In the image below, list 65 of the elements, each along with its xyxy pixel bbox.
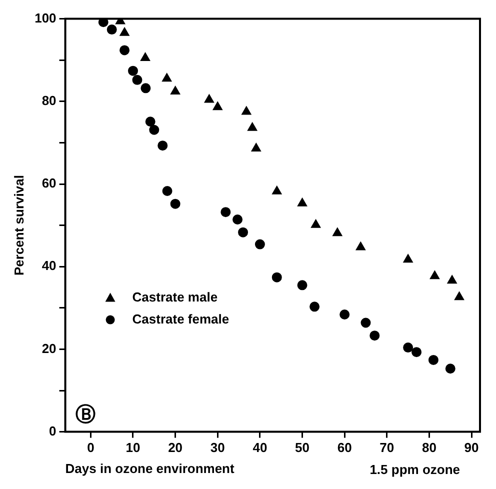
y-axis-title: Percent survival [11,175,26,276]
y-tick-label: 100 [34,10,56,26]
point [158,140,168,151]
point [272,186,282,194]
x-tick-label: 0 [87,440,94,456]
point [162,186,172,196]
legend-label: Castrate male [132,289,218,304]
point [403,254,413,263]
point [332,228,342,236]
point [445,364,456,374]
y-tick-label: 40 [42,258,56,274]
point [360,318,371,328]
point [120,27,130,36]
point [149,124,160,135]
point [170,86,180,94]
point [428,354,438,365]
point [356,242,366,250]
point [430,270,440,280]
point [170,198,180,209]
point [454,292,464,300]
point [254,239,265,250]
x-tick-label: 10 [126,440,140,456]
point [145,116,156,127]
x-tick-label: 50 [295,440,310,456]
y-tick-label: 0 [49,423,56,438]
point [204,94,214,103]
point [220,207,231,218]
point [403,342,414,353]
x-axis-title: Days in ozone environment [65,460,235,476]
point [238,227,248,238]
point [297,198,308,206]
x-tick-label: 70 [380,440,394,456]
annotation: Ⓑ [75,402,96,426]
x-tick-label: 40 [252,440,268,456]
legend-label: Castrate female [132,311,230,326]
point [370,330,380,341]
point [310,219,321,228]
point [98,18,108,28]
point [272,272,282,282]
point [132,74,142,85]
x-tick-label: 30 [210,440,225,456]
y-tick-label: 60 [42,176,56,191]
point [212,102,222,110]
point [162,73,172,82]
point [232,214,243,225]
point [251,142,261,152]
y-tick-label: 80 [42,92,56,108]
y-tick-label: 20 [42,340,56,356]
point [297,280,308,290]
point [140,83,151,94]
x-tick-label: 60 [337,440,352,456]
point [140,52,150,62]
point [340,310,350,320]
point [310,302,320,312]
point [248,122,258,131]
x-tick-label: 80 [422,440,436,456]
point [242,106,252,115]
point [120,45,130,56]
point [128,66,138,76]
text: 1.5 ppm ozone [370,462,460,478]
point [447,275,457,284]
point [412,347,422,358]
x-tick-label: 20 [168,440,183,456]
point [106,24,117,35]
x-tick-label: 90 [464,440,479,456]
